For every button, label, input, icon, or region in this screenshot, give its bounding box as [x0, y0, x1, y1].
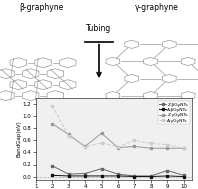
Text: β-graphyne: β-graphyne	[19, 3, 64, 12]
Z-γGyNTs	[133, 145, 136, 148]
Z-βGyNTs	[84, 172, 86, 175]
Z-γGyNTs	[51, 122, 53, 125]
Y-axis label: BandGap(eV): BandGap(eV)	[16, 121, 21, 157]
A-βGyNTs	[133, 175, 136, 178]
Z-βGyNTs	[51, 165, 53, 167]
Z-γGyNTs	[183, 147, 185, 149]
A-γGyNTs	[133, 139, 136, 142]
A-βGyNTs	[150, 175, 152, 178]
Line: Z-βGyNTs: Z-βGyNTs	[51, 164, 185, 177]
A-βGyNTs	[84, 175, 86, 177]
A-γGyNTs	[51, 104, 53, 107]
Z-γGyNTs	[84, 145, 86, 148]
Z-βGyNTs	[67, 173, 70, 175]
A-γGyNTs	[117, 146, 119, 148]
Line: A-βGyNTs: A-βGyNTs	[51, 174, 185, 178]
Z-βGyNTs	[117, 173, 119, 175]
Line: A-γGyNTs: A-γGyNTs	[51, 104, 185, 150]
Z-βGyNTs	[100, 168, 103, 170]
Text: Tubing: Tubing	[86, 24, 112, 33]
Z-βGyNTs	[166, 169, 168, 172]
Z-γGyNTs	[166, 147, 168, 149]
A-γGyNTs	[183, 147, 185, 149]
Z-γGyNTs	[150, 147, 152, 149]
A-βGyNTs	[183, 175, 185, 178]
A-γGyNTs	[150, 142, 152, 145]
A-γGyNTs	[67, 134, 70, 137]
Text: γ-graphyne: γ-graphyne	[134, 3, 178, 12]
A-βGyNTs	[51, 174, 53, 177]
A-βGyNTs	[100, 175, 103, 177]
A-βGyNTs	[67, 175, 70, 177]
A-γGyNTs	[166, 143, 168, 146]
A-γGyNTs	[100, 142, 103, 144]
Legend: Z-βGyNTs, A-βGyNTs, Z-γGyNTs, A-γGyNTs: Z-βGyNTs, A-βGyNTs, Z-γGyNTs, A-γGyNTs	[158, 101, 190, 124]
A-βGyNTs	[166, 175, 168, 177]
Z-βGyNTs	[150, 175, 152, 177]
Z-γGyNTs	[117, 146, 119, 149]
Z-βGyNTs	[133, 175, 136, 177]
A-γGyNTs	[84, 146, 86, 148]
Line: Z-γGyNTs: Z-γGyNTs	[51, 122, 185, 150]
Z-βGyNTs	[183, 174, 185, 177]
A-βGyNTs	[117, 175, 119, 177]
Z-γGyNTs	[67, 133, 70, 136]
Z-γGyNTs	[100, 132, 103, 134]
